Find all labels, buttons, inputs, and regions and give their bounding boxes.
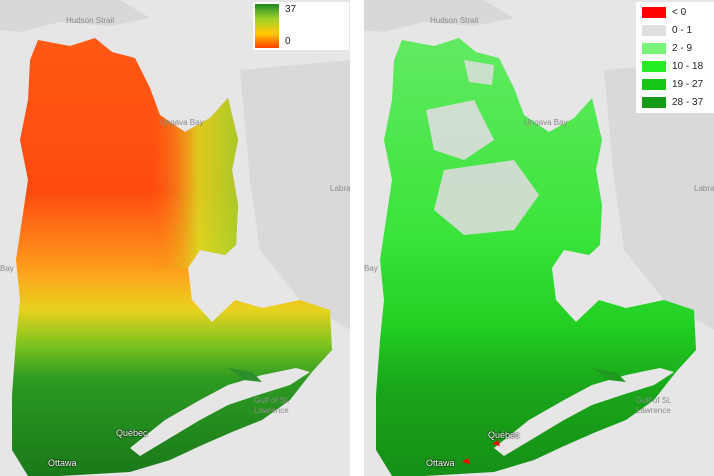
ungava-bay-label: Ungava Bay [160, 118, 204, 127]
legend-swatch [642, 60, 666, 72]
negative-value-patch-shape [492, 440, 500, 446]
gradient-legend-min: 0 [285, 36, 291, 47]
gulf-label-line-1: Gulf of St. [254, 396, 290, 405]
legend-item: < 0 [636, 3, 714, 21]
ottawa-city-label: Ottawa [426, 458, 455, 468]
legend-swatch [642, 78, 666, 90]
negative-value-patch-shape [462, 458, 470, 464]
hudson-coast-shape [364, 0, 514, 32]
bay-label: Bay [364, 264, 378, 273]
legend-item: 2 - 9 [636, 39, 714, 57]
labrador-label: Labra [694, 184, 714, 193]
legend-item: 28 - 37 [636, 93, 714, 111]
legend-item: 19 - 27 [636, 75, 714, 93]
gradient-legend-max: 37 [285, 4, 297, 15]
legend-label: < 0 [672, 6, 687, 18]
hudson-strait-label: Hudson Strait [66, 16, 115, 25]
anticosti-island-shape [592, 368, 626, 382]
anticosti-island-shape [228, 368, 262, 382]
quebec-city-label: Québec [116, 428, 148, 438]
right-map-svg [364, 0, 714, 476]
bay-label: Bay [0, 264, 14, 273]
gulf-label-line-2: Lawrence [636, 406, 671, 415]
low-value-patch-shape [434, 160, 539, 235]
gulf-label-line-1: Gulf of St. [636, 396, 672, 405]
legend-label: 0 - 1 [672, 24, 693, 36]
left-map-svg [0, 0, 350, 476]
legend-item: 10 - 18 [636, 57, 714, 75]
st-lawrence-river-shape [494, 368, 674, 456]
legend-swatch [642, 24, 666, 36]
low-value-patch-shape [426, 100, 494, 160]
legend-swatch [642, 42, 666, 54]
labrador-label: Labra [330, 184, 350, 193]
quebec-city-label: Québec [488, 430, 520, 440]
legend-item: 0 - 1 [636, 21, 714, 39]
gulf-of-st-lawrence-label: Gulf of St. Lawrence [254, 396, 314, 416]
legend-swatch [642, 6, 666, 18]
right-map-panel: Hudson Strait Ungava Bay Labra Bay Gulf … [364, 0, 714, 476]
legend-label: 19 - 27 [672, 78, 704, 90]
legend-swatch [642, 96, 666, 108]
gulf-of-st-lawrence-label: Gulf of St. Lawrence [636, 396, 696, 416]
legend-label: 10 - 18 [672, 60, 704, 72]
gradient-legend-bar [255, 4, 279, 48]
hudson-strait-label: Hudson Strait [430, 16, 479, 25]
gulf-label-line-2: Lawrence [254, 406, 289, 415]
class-legend: < 0 0 - 1 2 - 9 10 - 18 19 - 27 28 - 37 [636, 2, 714, 113]
quebec-east-overlay-shape [150, 88, 238, 270]
ungava-bay-label: Ungava Bay [524, 118, 568, 127]
legend-label: 28 - 37 [672, 96, 704, 108]
labrador-land-shape [604, 60, 714, 330]
st-lawrence-river-shape [130, 368, 310, 456]
labrador-land-shape [240, 60, 350, 330]
legend-label: 2 - 9 [672, 42, 693, 54]
left-map-panel: Hudson Strait Ungava Bay Labra Bay Gulf … [0, 0, 350, 476]
low-value-patch-shape [464, 60, 494, 85]
hudson-coast-shape [0, 0, 150, 32]
gradient-legend: 37 0 [253, 2, 349, 50]
ottawa-city-label: Ottawa [48, 458, 77, 468]
